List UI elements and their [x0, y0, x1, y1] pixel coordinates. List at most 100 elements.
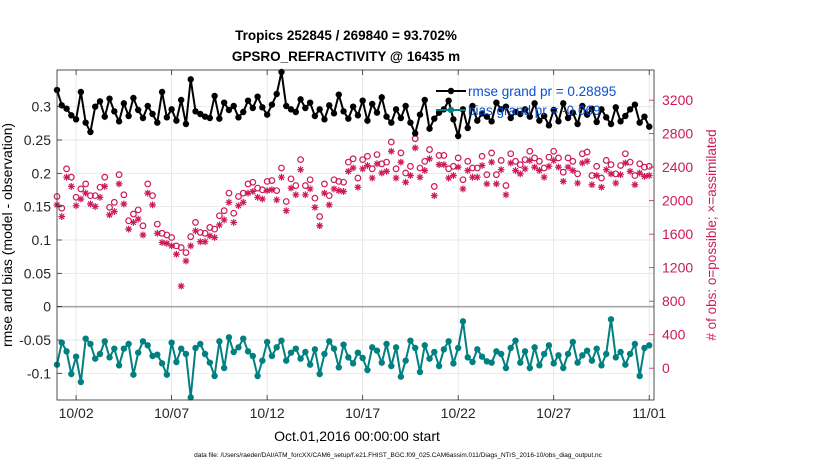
rmse-point-64 — [359, 97, 366, 104]
assimilated-point-51 — [297, 166, 304, 174]
possible-point-92 — [492, 171, 500, 179]
assimilated-point-120 — [626, 167, 634, 175]
rmse-point-79 — [431, 115, 438, 122]
bias-point-39 — [240, 335, 247, 342]
rmse-point-58 — [330, 110, 338, 117]
possible-point-94 — [502, 182, 510, 189]
possible-point-38 — [235, 193, 242, 200]
assimilated-point-26 — [177, 282, 185, 290]
rmse-point-7 — [87, 128, 94, 136]
assimilated-point-56 — [321, 189, 328, 197]
assimilated-point-6 — [82, 189, 90, 197]
rmse-point-11 — [106, 95, 113, 102]
plot-frame — [56, 69, 655, 401]
bias-point-113 — [593, 345, 600, 352]
bias-point-45 — [268, 352, 276, 360]
rmse-point-53 — [306, 99, 314, 106]
assimilated-point-72 — [397, 158, 405, 166]
rmse-point-43 — [259, 104, 266, 111]
bias-point-111 — [583, 347, 591, 354]
assimilated-point-25 — [173, 250, 180, 258]
series-assimilated — [53, 144, 653, 290]
assimilated-point-47 — [278, 173, 285, 181]
assimilated-point-7 — [87, 200, 94, 208]
y-axis-ticks: -0.1 -0.05 0 0.05 0.1 0.15 0.2 0.25 0.3 — [19, 99, 62, 381]
possible-point-53 — [306, 176, 314, 184]
bias-point-57 — [326, 338, 333, 345]
bias-point-69 — [383, 340, 390, 348]
possible-point-49 — [287, 175, 295, 183]
assimilated-point-55 — [316, 222, 324, 230]
possible-point-34 — [215, 212, 223, 220]
possible-point-6 — [82, 180, 90, 188]
possible-point-122 — [636, 160, 644, 168]
possible-point-21 — [153, 220, 161, 228]
bias-point-101 — [536, 362, 543, 369]
assimilated-point-37 — [230, 219, 238, 226]
x-tick-label-5: 10/27 — [536, 405, 571, 421]
possible-point-123 — [641, 163, 648, 171]
bias-point-35 — [220, 364, 228, 372]
bias-point-48 — [283, 357, 290, 364]
rmse-point-123 — [641, 113, 648, 120]
y2-tick-label-5: 2000 — [662, 193, 693, 209]
bias-point-117 — [612, 354, 619, 361]
assimilated-point-93 — [497, 166, 505, 174]
bias-point-6 — [82, 335, 89, 342]
rmse-point-30 — [197, 110, 204, 118]
possible-point-13 — [115, 171, 123, 179]
assimilated-point-98 — [521, 165, 529, 173]
rmse-point-15 — [125, 112, 132, 120]
bias-point-60 — [340, 341, 347, 348]
rmse-point-101 — [536, 117, 543, 124]
assimilated-point-88 — [473, 173, 481, 181]
bias-point-65 — [364, 366, 371, 374]
assimilated-point-21 — [153, 229, 161, 237]
bias-point-76 — [416, 368, 424, 376]
possible-point-19 — [144, 180, 152, 188]
rmse-point-24 — [168, 106, 175, 113]
rmse-point-55 — [316, 106, 323, 113]
assimilated-point-90 — [483, 180, 491, 188]
bias-point-95 — [507, 344, 514, 352]
possible-point-48 — [282, 198, 290, 205]
possible-point-101 — [535, 157, 543, 165]
assimilated-point-31 — [201, 238, 209, 246]
x-tick-label-6: 11/01 — [632, 405, 666, 421]
y-tick-label-3: 0.05 — [24, 265, 51, 281]
assimilated-point-17 — [134, 215, 142, 223]
rmse-point-76 — [416, 111, 424, 118]
assimilated-point-84 — [454, 163, 462, 171]
rmse-point-111 — [583, 111, 591, 118]
rmse-point-69 — [383, 113, 390, 120]
rmse-point-92 — [493, 99, 500, 106]
bias-point-71 — [392, 344, 400, 351]
assimilated-point-121 — [631, 181, 639, 189]
assimilated-point-46 — [273, 196, 281, 204]
assimilated-point-100 — [531, 163, 538, 171]
rmse-point-90 — [483, 113, 491, 120]
possible-point-80 — [435, 152, 443, 159]
possible-point-69 — [383, 158, 390, 166]
rmse-point-98 — [521, 106, 529, 113]
series-bias — [53, 316, 653, 401]
bias-point-55 — [316, 370, 323, 378]
bias-point-46 — [273, 344, 280, 351]
bias-point-72 — [397, 373, 405, 380]
bias-point-97 — [517, 359, 524, 366]
bias-point-4 — [72, 353, 80, 360]
assimilated-point-10 — [101, 183, 109, 190]
possible-point-33 — [211, 225, 219, 233]
chart-title: Tropics 252845 / 269840 = 93.702% — [235, 28, 457, 43]
bias-point-62 — [349, 360, 357, 367]
assimilated-point-27 — [182, 257, 190, 265]
bias-point-30 — [197, 340, 204, 348]
rmse-point-114 — [598, 106, 605, 113]
assimilated-point-112 — [588, 181, 596, 189]
rmse-point-112 — [588, 105, 596, 112]
assimilated-point-77 — [421, 167, 429, 174]
rmse-point-14 — [120, 100, 128, 107]
possible-point-35 — [220, 207, 228, 215]
possible-point-52 — [301, 182, 309, 189]
rmse-point-110 — [579, 102, 586, 110]
